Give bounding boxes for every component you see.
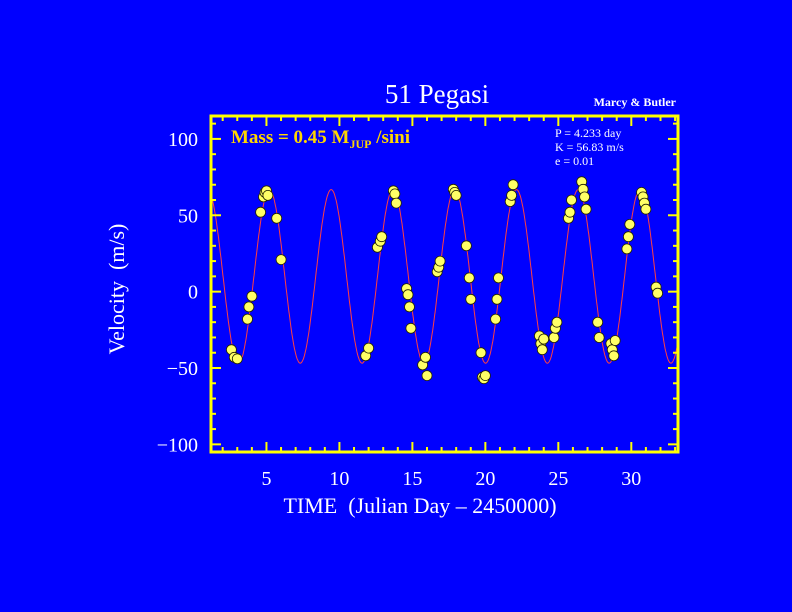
data-point-4 [243,301,255,313]
y-tick-label-1: 50 [178,205,198,227]
data-point-33 [450,189,462,201]
data-point-66 [609,335,621,346]
data-point-49 [536,344,548,356]
data-point-59 [579,191,590,203]
data-point-11 [271,212,283,224]
data-point-17 [376,231,388,243]
data-point-23 [404,301,415,313]
points-layer [225,176,663,385]
x-tick-label-1: 10 [329,468,349,490]
data-point-12 [275,254,287,266]
data-point-43 [493,272,504,284]
data-point-35 [463,272,475,284]
data-point-68 [623,231,634,243]
data-point-41 [490,313,502,325]
data-point-69 [624,218,636,230]
y-axis-label: Velocity (m/s) [104,224,129,355]
data-point-42 [491,293,503,305]
data-point-34 [460,240,472,252]
tick-labels: 5 10 15 20 25 30 100 50 0 −50 −100 [157,129,642,490]
data-point-6 [255,206,267,218]
curve-layer [210,189,679,364]
x-tick-label-2: 15 [402,468,422,490]
y-tick-label-3: −50 [167,358,198,380]
data-point-37 [475,347,487,359]
model-curve [210,189,679,364]
data-point-50 [538,333,550,345]
data-point-5 [246,290,258,302]
mass-label-prefix: Mass = 0.45 M [231,127,350,148]
orbit-param-period: P = 4.233 day [555,126,621,140]
ticks-layer [211,116,678,452]
mass-label-subscript: JUP [349,137,371,151]
y-tick-label-0: 100 [168,129,198,151]
mass-label: Mass = 0.45 MJUP /sini [231,127,410,151]
data-point-10 [262,189,274,201]
chart-title: 51 Pegasi [385,79,489,109]
data-point-3 [242,313,253,325]
data-point-36 [465,293,477,305]
data-point-46 [507,179,519,191]
x-tick-label-3: 20 [475,468,495,490]
data-point-75 [652,287,663,299]
credit-label: Marcy & Butler [594,95,677,109]
y-tick-label-2: 0 [188,282,198,304]
data-point-45 [506,189,518,201]
data-point-73 [640,203,652,215]
data-point-62 [593,332,605,343]
data-point-19 [389,188,401,200]
x-tick-label-5: 30 [621,468,641,490]
x-tick-label-4: 25 [548,468,568,490]
data-point-30 [434,255,446,267]
mass-label-suffix: /sini [371,127,410,148]
data-point-61 [592,316,604,328]
data-point-26 [420,351,431,363]
x-axis-label: TIME (Julian Day – 2450000) [283,493,556,518]
orbit-param-amplitude: K = 56.83 m/s [555,140,624,154]
data-point-2 [231,353,243,365]
data-point-51 [548,332,560,343]
data-point-67 [621,243,633,255]
data-point-14 [363,342,375,354]
orbit-param-eccentricity: e = 0.01 [555,154,594,168]
data-point-60 [580,203,592,215]
data-point-65 [608,350,620,362]
data-point-53 [551,316,563,328]
data-point-24 [405,322,417,334]
data-point-27 [421,370,433,382]
data-point-56 [566,194,577,206]
y-tick-label-4: −100 [157,434,198,456]
data-point-55 [564,206,576,218]
x-tick-label-0: 5 [261,468,271,490]
data-point-22 [402,289,414,301]
data-point-40 [479,370,491,382]
data-point-20 [390,197,402,209]
plot-frame [209,114,680,454]
